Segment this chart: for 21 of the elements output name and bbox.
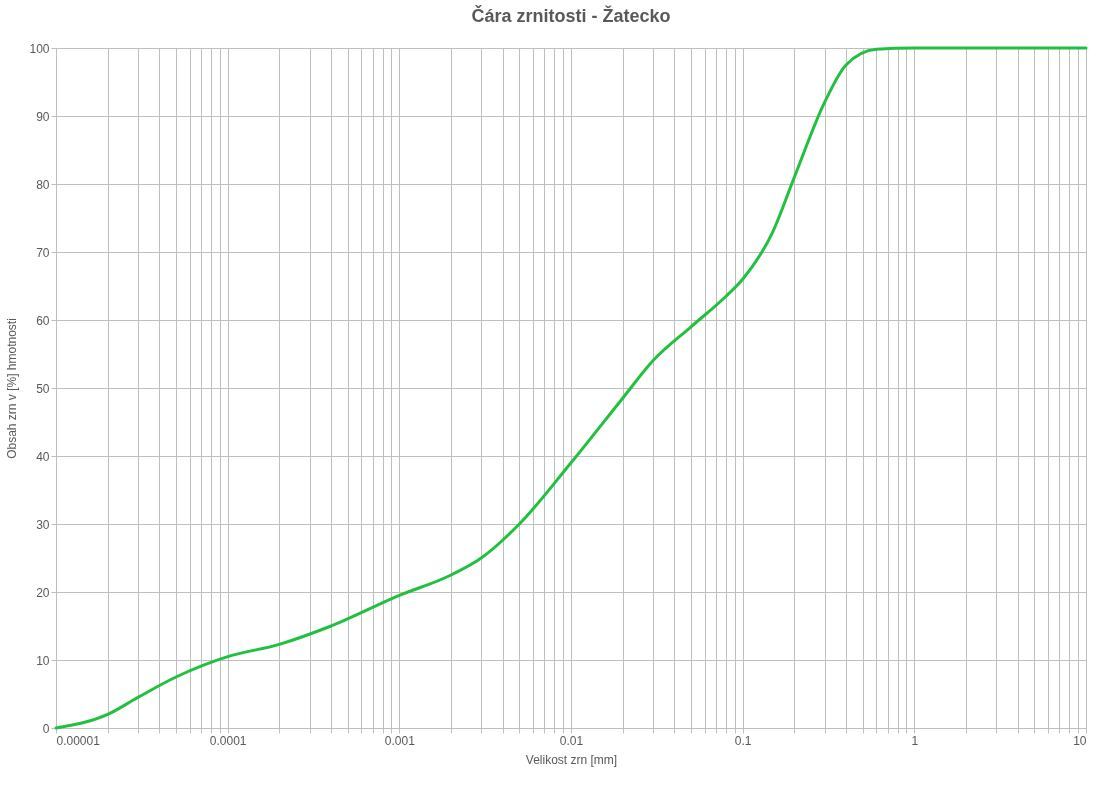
x-tick-label: 0.01 — [559, 733, 584, 748]
y-tick-label: 20 — [36, 585, 50, 600]
x-tick-label: 0.001 — [384, 733, 416, 748]
y-tick-label: 80 — [36, 177, 50, 192]
y-axis-title: Obsah zrn v [%] hmotnosti — [5, 318, 20, 459]
x-tick-label: 0.00001 — [56, 733, 101, 748]
x-tick-label: 1 — [911, 733, 919, 748]
y-tick-label: 10 — [36, 653, 50, 668]
y-tick-label: 30 — [36, 517, 50, 532]
y-tick-label: 60 — [36, 313, 50, 328]
y-tick-label: 100 — [29, 41, 50, 56]
x-axis-title: Velikost zrn [mm] — [525, 752, 618, 767]
y-tick-label: 90 — [36, 109, 50, 124]
chart-title: Čára zrnitosti - Žatecko — [471, 5, 671, 26]
y-tick-label: 40 — [36, 449, 50, 464]
x-tick-label: 0.0001 — [209, 733, 247, 748]
y-tick-label: 70 — [36, 245, 50, 260]
x-tick-label: 0.1 — [734, 733, 752, 748]
y-tick-label: 0 — [42, 721, 50, 736]
x-tick-label: 10 — [1073, 733, 1087, 748]
y-tick-label: 50 — [36, 381, 50, 396]
